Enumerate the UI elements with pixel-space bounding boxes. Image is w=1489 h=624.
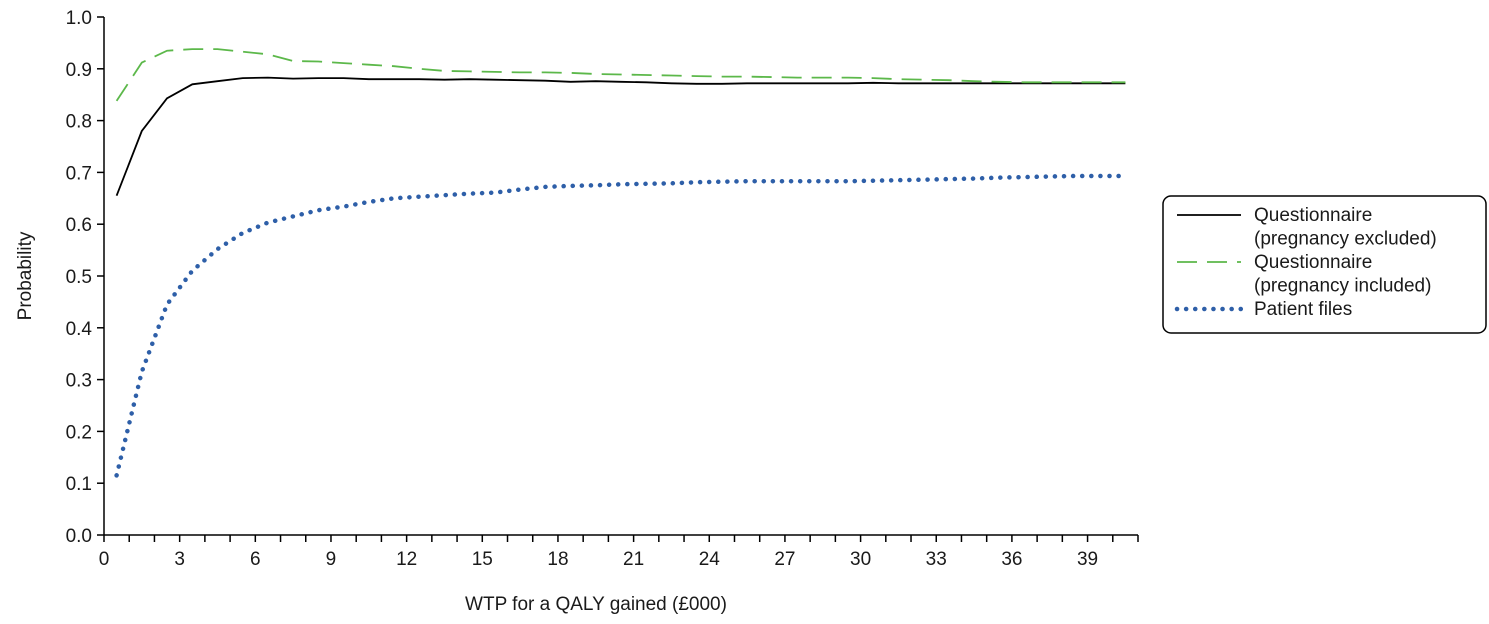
x-tick-label: 18	[547, 549, 568, 570]
y-tick-label: 0.6	[66, 215, 92, 236]
x-tick-label: 0	[99, 549, 110, 570]
x-ticks-group: 0 3 6 9 12 15 18 21 24 27 30 33 36 39	[99, 535, 1139, 570]
series-line-3	[114, 173, 1128, 478]
y-ticks-group: 0.0 0.1 0.2 0.3 0.4 0.5 0.6 0.7 0.8 0.9 1.0	[66, 8, 104, 547]
x-tick-label: 12	[396, 549, 417, 570]
legend-label-1: Questionnaire	[1254, 205, 1372, 226]
series-line-2	[115, 48, 1126, 102]
y-tick-label: 0.1	[66, 474, 92, 495]
x-tick-label: 27	[774, 549, 795, 570]
x-tick-label: 36	[1001, 549, 1022, 570]
y-tick-label: 1.0	[66, 8, 92, 29]
y-tick-label: 0.7	[66, 163, 92, 184]
x-tick-label: 9	[326, 549, 337, 570]
legend-label-2: (pregnancy included)	[1254, 276, 1431, 297]
x-tick-label: 24	[699, 549, 721, 570]
y-tick-label: 0.3	[66, 371, 92, 392]
x-tick-label: 6	[250, 549, 261, 570]
y-tick-label: 0.8	[66, 112, 92, 133]
x-tick-label: 39	[1077, 549, 1098, 570]
series-line-1	[115, 76, 1126, 197]
legend-box	[1162, 195, 1487, 334]
plot-series-group	[114, 48, 1128, 478]
x-tick-label: 15	[472, 549, 493, 570]
legend-label-1: (pregnancy excluded)	[1254, 229, 1437, 250]
x-tick-label: 21	[623, 549, 644, 570]
y-tick-label: 0.9	[66, 60, 92, 81]
y-tick-label: 0.0	[66, 526, 92, 547]
y-tick-label: 0.5	[66, 267, 92, 288]
x-tick-label: 3	[174, 549, 185, 570]
x-axis-title: WTP for a QALY gained (£000)	[465, 594, 727, 615]
legend-items: Questionnaire(pregnancy excluded)Questio…	[1174, 205, 1437, 320]
x-tick-label: 30	[850, 549, 871, 570]
y-tick-label: 0.2	[66, 422, 92, 443]
axes-group	[103, 17, 1138, 536]
x-tick-label: 33	[926, 549, 947, 570]
y-tick-label: 0.4	[66, 319, 93, 340]
y-axis-title: Probability	[15, 231, 36, 320]
legend-label-2: Questionnaire	[1254, 252, 1372, 273]
legend: Questionnaire(pregnancy excluded)Questio…	[1162, 195, 1487, 334]
legend-label-3: Patient files	[1254, 299, 1352, 320]
